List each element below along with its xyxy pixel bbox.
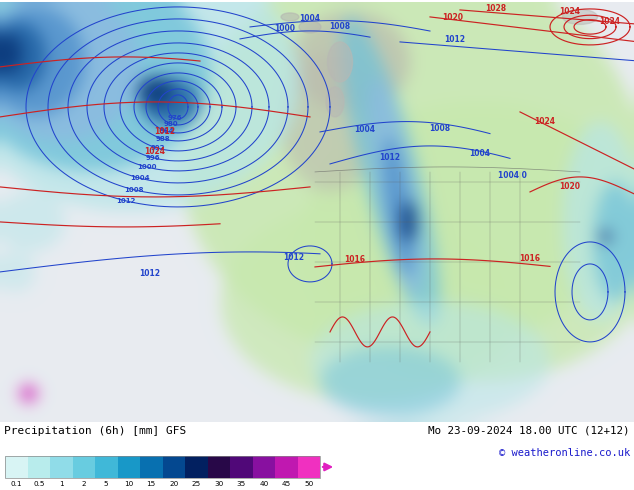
Text: 0.5: 0.5 xyxy=(33,481,44,487)
Text: 976: 976 xyxy=(167,115,182,121)
Text: 1008: 1008 xyxy=(330,23,351,31)
Text: 1012: 1012 xyxy=(155,127,176,136)
Text: 1004 0: 1004 0 xyxy=(498,172,527,180)
Ellipse shape xyxy=(562,9,597,24)
Ellipse shape xyxy=(326,87,344,117)
Text: 1004: 1004 xyxy=(470,149,491,158)
Text: 1012: 1012 xyxy=(444,35,465,45)
Text: 1012: 1012 xyxy=(116,198,136,204)
Text: 25: 25 xyxy=(191,481,201,487)
Bar xyxy=(95,456,117,478)
Text: 980: 980 xyxy=(164,121,179,127)
Text: 1000: 1000 xyxy=(137,164,157,170)
Text: 1008: 1008 xyxy=(124,187,143,193)
Text: 45: 45 xyxy=(281,481,291,487)
Text: 1016: 1016 xyxy=(344,255,365,265)
Text: 984: 984 xyxy=(160,128,174,134)
Text: 0.1: 0.1 xyxy=(11,481,22,487)
Ellipse shape xyxy=(281,13,299,21)
Text: 1008: 1008 xyxy=(429,124,451,133)
Bar xyxy=(230,456,252,478)
Text: 20: 20 xyxy=(169,481,178,487)
Text: 996: 996 xyxy=(145,155,160,161)
Bar xyxy=(72,456,95,478)
Text: 1004: 1004 xyxy=(131,175,150,181)
Text: 1024: 1024 xyxy=(145,147,165,156)
Ellipse shape xyxy=(299,21,321,33)
Text: 40: 40 xyxy=(259,481,268,487)
Bar xyxy=(50,456,72,478)
Text: 1000: 1000 xyxy=(275,24,295,33)
Text: 50: 50 xyxy=(304,481,313,487)
Text: 1024: 1024 xyxy=(534,118,555,126)
Text: 35: 35 xyxy=(236,481,246,487)
Bar xyxy=(5,456,320,478)
Ellipse shape xyxy=(328,42,353,82)
Text: 988: 988 xyxy=(155,136,171,142)
Text: 1: 1 xyxy=(59,481,63,487)
Text: 1012: 1012 xyxy=(139,270,160,278)
Text: 1024: 1024 xyxy=(559,7,581,17)
Text: 1020: 1020 xyxy=(443,13,463,23)
Bar xyxy=(27,456,50,478)
Text: 992: 992 xyxy=(151,145,165,151)
Text: 1028: 1028 xyxy=(486,4,507,13)
Bar xyxy=(185,456,207,478)
Bar xyxy=(275,456,297,478)
Bar xyxy=(117,456,140,478)
Text: 30: 30 xyxy=(214,481,223,487)
Text: 15: 15 xyxy=(146,481,156,487)
Text: 10: 10 xyxy=(124,481,133,487)
Text: 5: 5 xyxy=(104,481,108,487)
Text: 1016: 1016 xyxy=(519,254,541,264)
Text: Mo 23-09-2024 18.00 UTC (12+12): Mo 23-09-2024 18.00 UTC (12+12) xyxy=(429,426,630,436)
Bar xyxy=(207,456,230,478)
Text: © weatheronline.co.uk: © weatheronline.co.uk xyxy=(499,448,630,458)
Bar xyxy=(5,456,27,478)
Text: 1012: 1012 xyxy=(283,253,304,263)
Text: 1024: 1024 xyxy=(600,18,621,26)
Text: 1004: 1004 xyxy=(354,125,375,134)
Text: 2: 2 xyxy=(81,481,86,487)
Text: 1020: 1020 xyxy=(559,182,581,192)
Text: 1012: 1012 xyxy=(380,153,401,162)
Bar xyxy=(297,456,320,478)
Bar xyxy=(252,456,275,478)
Text: 1004: 1004 xyxy=(299,14,321,24)
Bar xyxy=(162,456,185,478)
Bar xyxy=(140,456,162,478)
Text: Precipitation (6h) [mm] GFS: Precipitation (6h) [mm] GFS xyxy=(4,426,186,436)
